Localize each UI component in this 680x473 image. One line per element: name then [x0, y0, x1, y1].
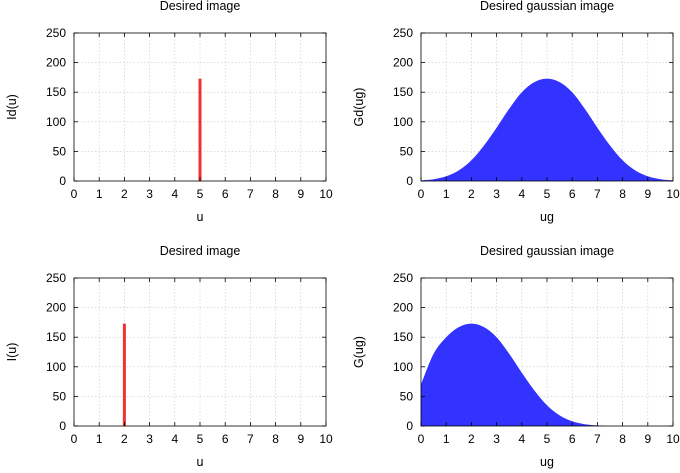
y-tick-label: 250 [393, 26, 413, 40]
x-tick-label: 7 [594, 187, 601, 201]
x-axis-label: ug [540, 455, 554, 469]
x-tick-label: 9 [297, 187, 304, 201]
x-tick-label: 2 [468, 187, 475, 201]
y-tick-label: 250 [393, 271, 413, 285]
x-tick-label: 9 [644, 432, 651, 446]
x-tick-label: 5 [197, 432, 204, 446]
x-tick-label: 10 [666, 187, 680, 201]
y-tick-label: 50 [400, 144, 414, 158]
y-tick-label: 200 [393, 301, 413, 315]
y-tick-label: 250 [46, 26, 66, 40]
gaussian-area [421, 78, 673, 181]
y-tick-label: 50 [53, 144, 67, 158]
x-tick-label: 0 [71, 432, 78, 446]
y-axis-label: I(u) [5, 343, 19, 362]
x-tick-label: 8 [619, 432, 626, 446]
x-tick-label: 5 [544, 432, 551, 446]
x-tick-label: 3 [146, 187, 153, 201]
y-axis-label: G(ug) [352, 336, 366, 368]
x-tick-label: 6 [569, 187, 576, 201]
x-tick-label: 2 [121, 432, 128, 446]
x-tick-label: 3 [146, 432, 153, 446]
x-tick-label: 2 [121, 187, 128, 201]
y-tick-label: 0 [406, 174, 413, 188]
chart-title: Desired gaussian image [480, 0, 614, 13]
y-tick-label: 0 [59, 174, 66, 188]
x-tick-label: 6 [569, 432, 576, 446]
x-tick-label: 4 [171, 432, 178, 446]
x-tick-label: 0 [418, 187, 425, 201]
x-tick-label: 3 [493, 432, 500, 446]
x-tick-label: 1 [443, 187, 450, 201]
chart-title: Desired image [160, 0, 241, 13]
x-axis-label: u [197, 210, 204, 224]
x-tick-label: 4 [518, 432, 525, 446]
x-tick-label: 10 [319, 432, 333, 446]
x-tick-label: 5 [197, 187, 204, 201]
x-tick-label: 1 [443, 432, 450, 446]
x-tick-label: 0 [418, 432, 425, 446]
x-tick-label: 6 [222, 187, 229, 201]
y-tick-label: 150 [393, 330, 413, 344]
y-tick-label: 200 [46, 56, 66, 70]
y-tick-label: 100 [393, 360, 413, 374]
x-tick-label: 9 [297, 432, 304, 446]
x-tick-label: 3 [493, 187, 500, 201]
y-tick-label: 50 [400, 389, 414, 403]
x-tick-label: 4 [518, 187, 525, 201]
x-tick-label: 7 [247, 187, 254, 201]
x-tick-label: 5 [544, 187, 551, 201]
y-tick-label: 200 [393, 56, 413, 70]
y-tick-label: 0 [59, 419, 66, 433]
x-tick-label: 7 [594, 432, 601, 446]
y-tick-label: 150 [46, 85, 66, 99]
x-tick-label: 6 [222, 432, 229, 446]
x-tick-label: 8 [619, 187, 626, 201]
x-axis-label: u [197, 455, 204, 469]
y-tick-label: 250 [46, 271, 66, 285]
x-axis-label: ug [540, 210, 554, 224]
gaussian-area [421, 323, 673, 426]
x-tick-label: 0 [71, 187, 78, 201]
y-tick-label: 100 [46, 115, 66, 129]
y-tick-label: 200 [46, 301, 66, 315]
x-tick-label: 4 [171, 187, 178, 201]
y-axis-label: Gd(ug) [352, 88, 366, 127]
y-tick-label: 150 [393, 85, 413, 99]
x-tick-label: 1 [96, 432, 103, 446]
x-tick-label: 1 [96, 187, 103, 201]
x-tick-label: 9 [644, 187, 651, 201]
y-tick-label: 0 [406, 419, 413, 433]
x-tick-label: 8 [272, 432, 279, 446]
y-tick-label: 150 [46, 330, 66, 344]
y-tick-label: 100 [393, 115, 413, 129]
chart-title: Desired gaussian image [480, 244, 614, 258]
chart-title: Desired image [160, 244, 241, 258]
x-tick-label: 10 [319, 187, 333, 201]
x-tick-label: 7 [247, 432, 254, 446]
y-axis-label: Id(u) [5, 94, 19, 120]
y-tick-label: 100 [46, 360, 66, 374]
x-tick-label: 8 [272, 187, 279, 201]
x-tick-label: 2 [468, 432, 475, 446]
y-tick-label: 50 [53, 389, 67, 403]
x-tick-label: 10 [666, 432, 680, 446]
